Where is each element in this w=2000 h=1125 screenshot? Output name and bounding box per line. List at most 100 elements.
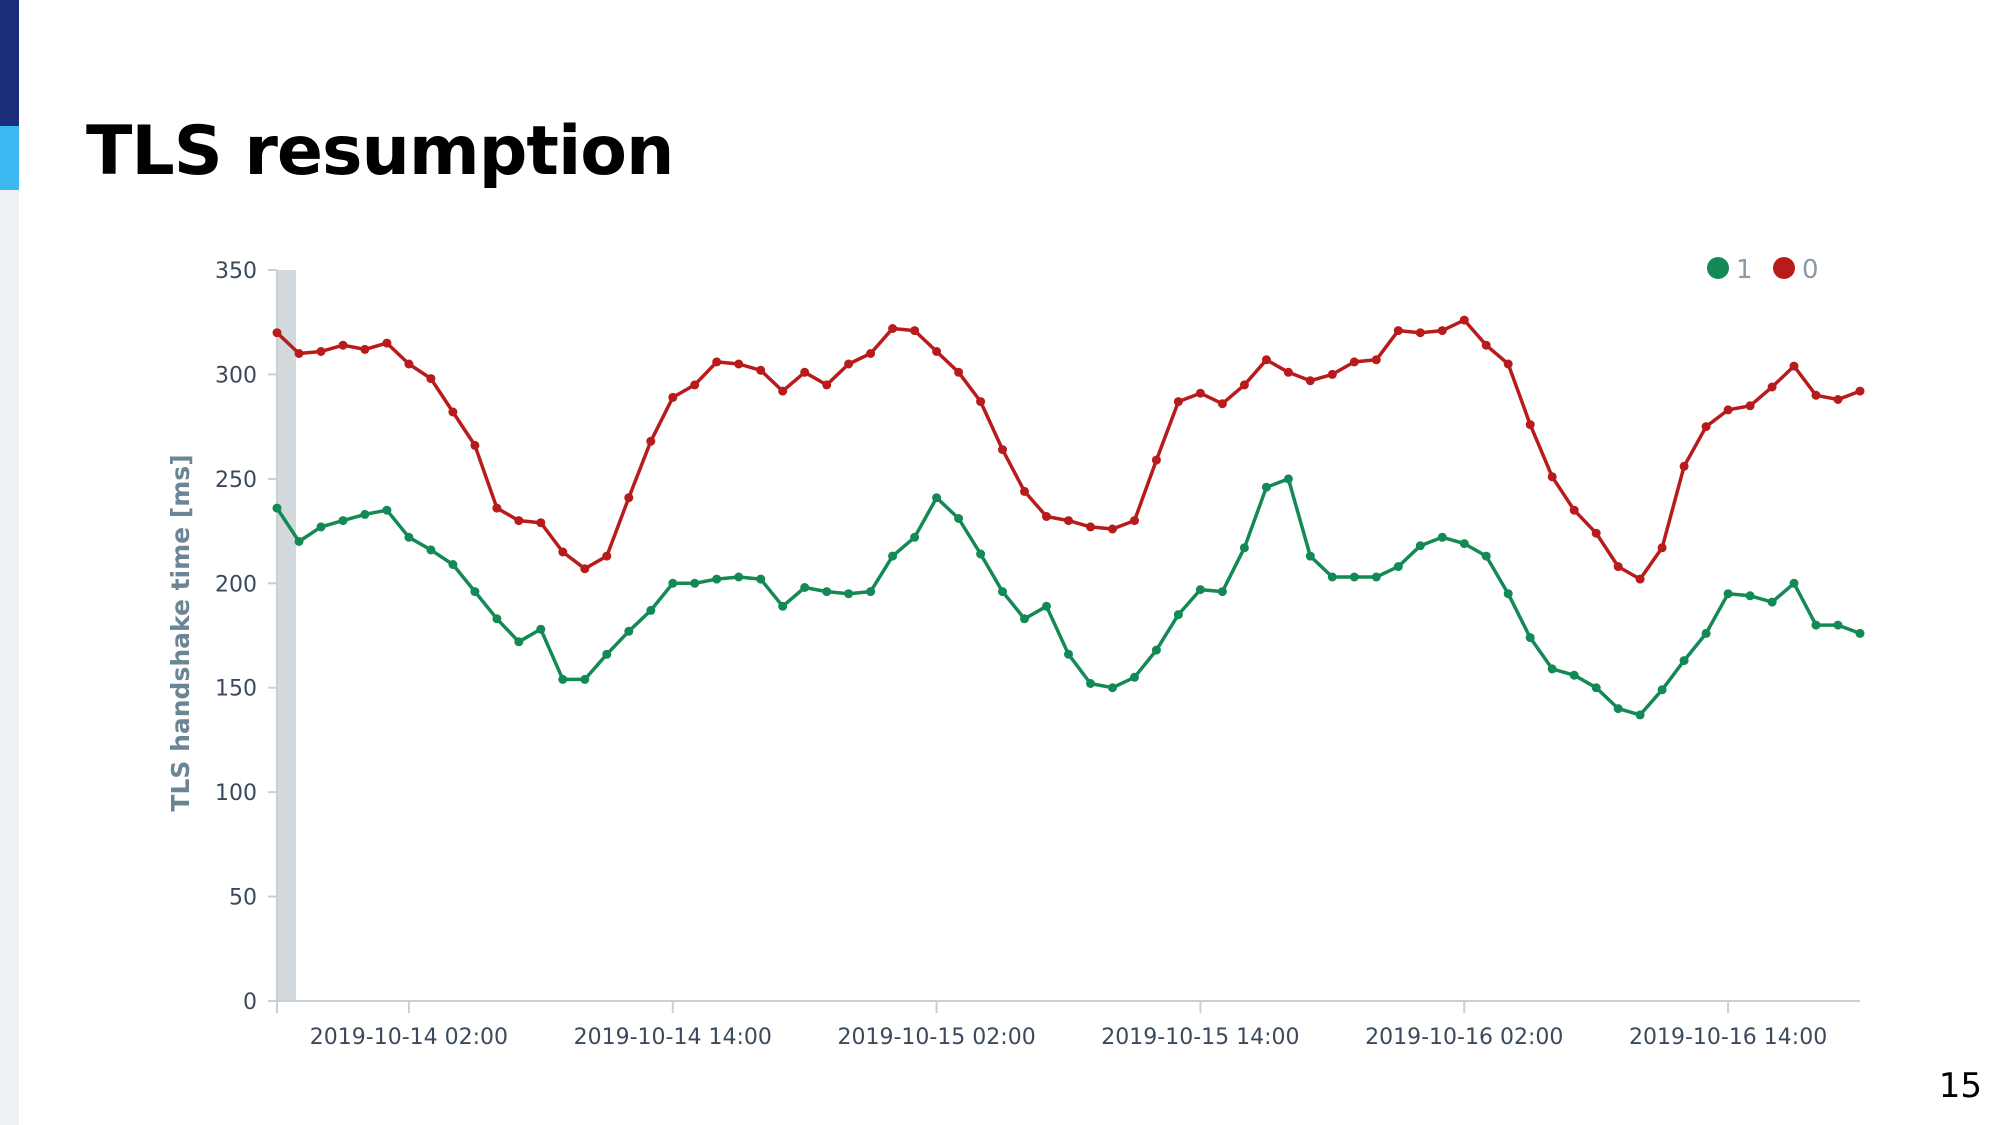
data-point <box>602 649 612 659</box>
data-point <box>910 532 920 542</box>
data-point <box>778 386 788 396</box>
data-point <box>756 574 766 584</box>
data-point <box>1086 679 1095 688</box>
data-point <box>536 518 546 528</box>
data-point <box>1349 357 1359 367</box>
data-point <box>492 503 502 513</box>
y-tick-label: 350 <box>215 259 257 284</box>
x-tick-label: 2019-10-14 02:00 <box>310 1025 508 1050</box>
data-point <box>690 578 700 588</box>
data-point <box>1217 587 1227 597</box>
data-point <box>1613 704 1623 714</box>
data-point <box>316 522 326 532</box>
data-point <box>1855 628 1865 638</box>
y-tick-label: 300 <box>215 363 257 388</box>
data-point <box>1635 710 1645 720</box>
data-point <box>1371 572 1381 582</box>
data-point <box>1833 620 1843 630</box>
data-point <box>404 532 414 542</box>
data-point <box>316 347 326 356</box>
data-point <box>1415 541 1425 551</box>
y-tick-label: 250 <box>215 468 257 493</box>
data-point <box>1745 591 1755 601</box>
data-point <box>1745 401 1755 411</box>
data-point <box>756 365 766 375</box>
data-point <box>1261 482 1271 492</box>
data-point <box>1108 683 1117 693</box>
data-point <box>382 338 392 348</box>
data-point <box>1811 620 1821 630</box>
data-point <box>646 605 656 615</box>
data-point <box>1173 397 1183 407</box>
data-point <box>1481 551 1491 561</box>
data-point <box>1547 664 1557 674</box>
data-point <box>932 493 942 503</box>
data-point <box>470 587 480 597</box>
data-point <box>558 674 568 684</box>
data-point <box>492 614 502 624</box>
data-point <box>1723 405 1733 415</box>
data-point <box>668 578 678 588</box>
y-tick-label: 50 <box>229 886 257 911</box>
y-tick-label: 0 <box>243 990 257 1015</box>
data-point <box>514 637 524 647</box>
series-line-0 <box>275 318 1861 581</box>
data-point <box>1811 390 1821 400</box>
data-point <box>382 505 392 515</box>
data-point <box>514 516 524 526</box>
data-point <box>998 445 1007 455</box>
data-point <box>976 549 986 559</box>
data-point <box>1305 376 1315 386</box>
data-point <box>1569 505 1579 515</box>
slide-accent-bar-light <box>0 126 19 190</box>
data-point <box>426 374 436 384</box>
legend-label-1: 1 <box>1736 255 1753 285</box>
data-point <box>1833 395 1843 404</box>
data-point <box>272 503 282 513</box>
data-point <box>1064 516 1073 526</box>
data-point <box>1569 670 1579 680</box>
data-point <box>448 407 458 417</box>
data-point <box>932 347 942 356</box>
data-point <box>1701 628 1711 638</box>
data-point <box>800 367 810 377</box>
slide-title: TLS resumption <box>86 112 674 191</box>
data-point <box>910 326 920 336</box>
series-0 <box>272 315 1865 584</box>
y-tick-label: 100 <box>215 781 257 806</box>
data-point <box>580 674 590 684</box>
data-point <box>1086 522 1095 532</box>
data-point <box>1020 614 1029 624</box>
data-point <box>712 574 722 584</box>
data-point <box>1591 683 1601 693</box>
y-tick-label: 150 <box>215 677 257 702</box>
data-point <box>1195 388 1205 398</box>
legend-swatch-0 <box>1773 257 1795 279</box>
data-point <box>1635 574 1645 584</box>
data-point <box>712 357 722 367</box>
y-tick-label: 200 <box>215 572 257 597</box>
data-point <box>1217 399 1227 409</box>
data-point <box>294 537 304 546</box>
slide-accent-bar-dark <box>0 0 19 126</box>
data-point <box>1679 461 1689 471</box>
data-point <box>448 560 458 569</box>
data-point <box>778 601 788 611</box>
data-point <box>426 545 436 555</box>
data-point <box>1042 601 1051 611</box>
data-point <box>1108 524 1117 534</box>
data-point <box>1371 355 1381 365</box>
data-point <box>1042 512 1051 521</box>
data-point <box>1481 340 1491 350</box>
plot-start-band <box>277 270 296 1001</box>
data-point <box>1239 380 1249 390</box>
slide-side-strip <box>0 190 19 1125</box>
data-point <box>1701 422 1711 432</box>
data-point <box>1459 539 1469 549</box>
data-point <box>1613 562 1623 572</box>
data-point <box>470 440 480 450</box>
data-point <box>1064 649 1073 659</box>
data-point <box>1723 589 1733 599</box>
x-tick-label: 2019-10-16 02:00 <box>1365 1025 1563 1050</box>
